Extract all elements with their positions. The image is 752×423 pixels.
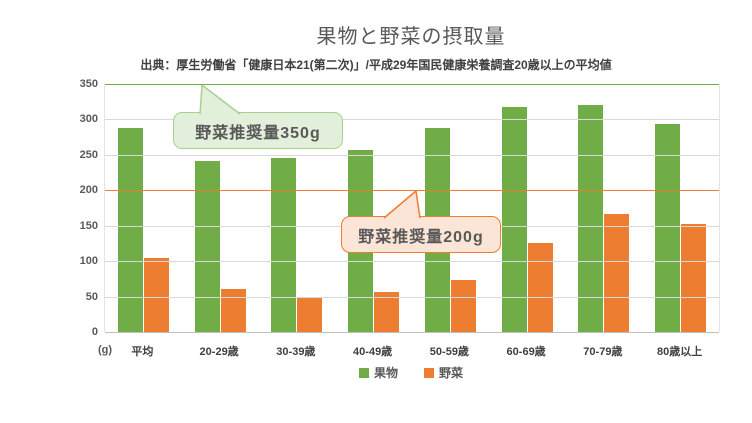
- y-axis: 0 50 100 150 200 250 300 350: [56, 78, 98, 338]
- x-tick-label-80歳以上: 80歳以上: [657, 346, 703, 358]
- x-tick-label-50-59歳: 50-59歳: [429, 346, 469, 358]
- y-tick-label-150: 150: [79, 219, 98, 232]
- x-tick-label-70-79歳: 70-79歳: [583, 346, 623, 358]
- legend-label-野菜: 野菜: [439, 366, 464, 380]
- y-tick-label-0: 0: [91, 326, 98, 338]
- bar-野菜-80歳以上: [681, 223, 707, 332]
- x-tick-label-40-49歳: 40-49歳: [353, 346, 393, 358]
- bar-野菜-50-59歳: [450, 280, 476, 332]
- legend-label-果物: 果物: [373, 366, 398, 380]
- callout-vegetable-350-label: 野菜推奨量350g: [195, 124, 321, 142]
- y-tick-label-250: 250: [79, 148, 98, 161]
- bar-果物-30-39歳: [271, 158, 297, 332]
- legend: 果物 野菜: [104, 364, 718, 381]
- bar-group-60-69歳: [489, 84, 566, 332]
- gridline-300: [105, 119, 719, 121]
- y-tick-label-300: 300: [79, 113, 98, 126]
- x-axis-line: [105, 332, 719, 333]
- callout-vegetable-200-label: 野菜推奨量200g: [358, 228, 484, 246]
- chart-subtitle: 出典：厚生労働省「健康日本21(第二次)」/平成29年国民健康栄養調査20歳以上…: [140, 58, 612, 72]
- bar-野菜-30-39歳: [297, 297, 323, 332]
- x-tick-label-平均: 平均: [131, 346, 154, 358]
- y-tick-label-50: 50: [85, 290, 98, 303]
- bar-group-平均: [105, 84, 182, 332]
- bar-group-70-79歳: [566, 84, 643, 332]
- legend-item-野菜: 野菜: [424, 364, 463, 381]
- gridline-250: [105, 154, 719, 156]
- bar-果物-20-29歳: [194, 160, 220, 332]
- bar-野菜-20-29歳: [220, 288, 246, 332]
- legend-swatch-icon: [424, 367, 434, 378]
- x-axis: 平均 20-29歳 30-39歳 40-49歳 50-59歳 60-69歳 70-79歳 80…: [104, 343, 718, 359]
- y-axis-unit-label: (g): [98, 344, 113, 356]
- y-tick-label-350: 350: [79, 78, 98, 90]
- y-tick-label-100: 100: [79, 255, 98, 268]
- x-tick-label-20-29歳: 20-29歳: [199, 346, 239, 358]
- bar-group-80歳以上: [642, 84, 719, 332]
- callout-vegetable-200: 野菜推奨量200g: [341, 216, 501, 253]
- bar-果物-70-79歳: [578, 105, 604, 332]
- bar-果物-平均: [117, 127, 143, 332]
- x-tick-label-30-39歳: 30-39歳: [276, 346, 316, 358]
- bar-野菜-60-69歳: [527, 242, 553, 332]
- bar-野菜-70-79歳: [604, 214, 630, 332]
- gridline-50: [105, 296, 719, 298]
- legend-item-果物: 果物: [358, 364, 398, 381]
- bar-group-50-59歳: [412, 84, 489, 332]
- bar-野菜-平均: [143, 257, 169, 332]
- reference-line-200: [105, 190, 719, 192]
- chart-title: 果物と野菜の摂取量: [316, 26, 506, 48]
- bar-group-40-49歳: [335, 84, 412, 332]
- bar-果物-60-69歳: [501, 106, 527, 332]
- bar-group-30-39歳: [259, 84, 336, 332]
- reference-line-350: [105, 84, 719, 85]
- bar-group-20-29歳: [182, 84, 259, 332]
- bar-野菜-40-49歳: [374, 291, 400, 332]
- callout-vegetable-350: 野菜推奨量350g: [173, 112, 343, 149]
- y-tick-label-200: 200: [79, 184, 98, 197]
- x-tick-label-60-69歳: 60-69歳: [506, 346, 546, 358]
- gridline-100: [105, 261, 719, 263]
- legend-swatch-icon: [358, 367, 369, 378]
